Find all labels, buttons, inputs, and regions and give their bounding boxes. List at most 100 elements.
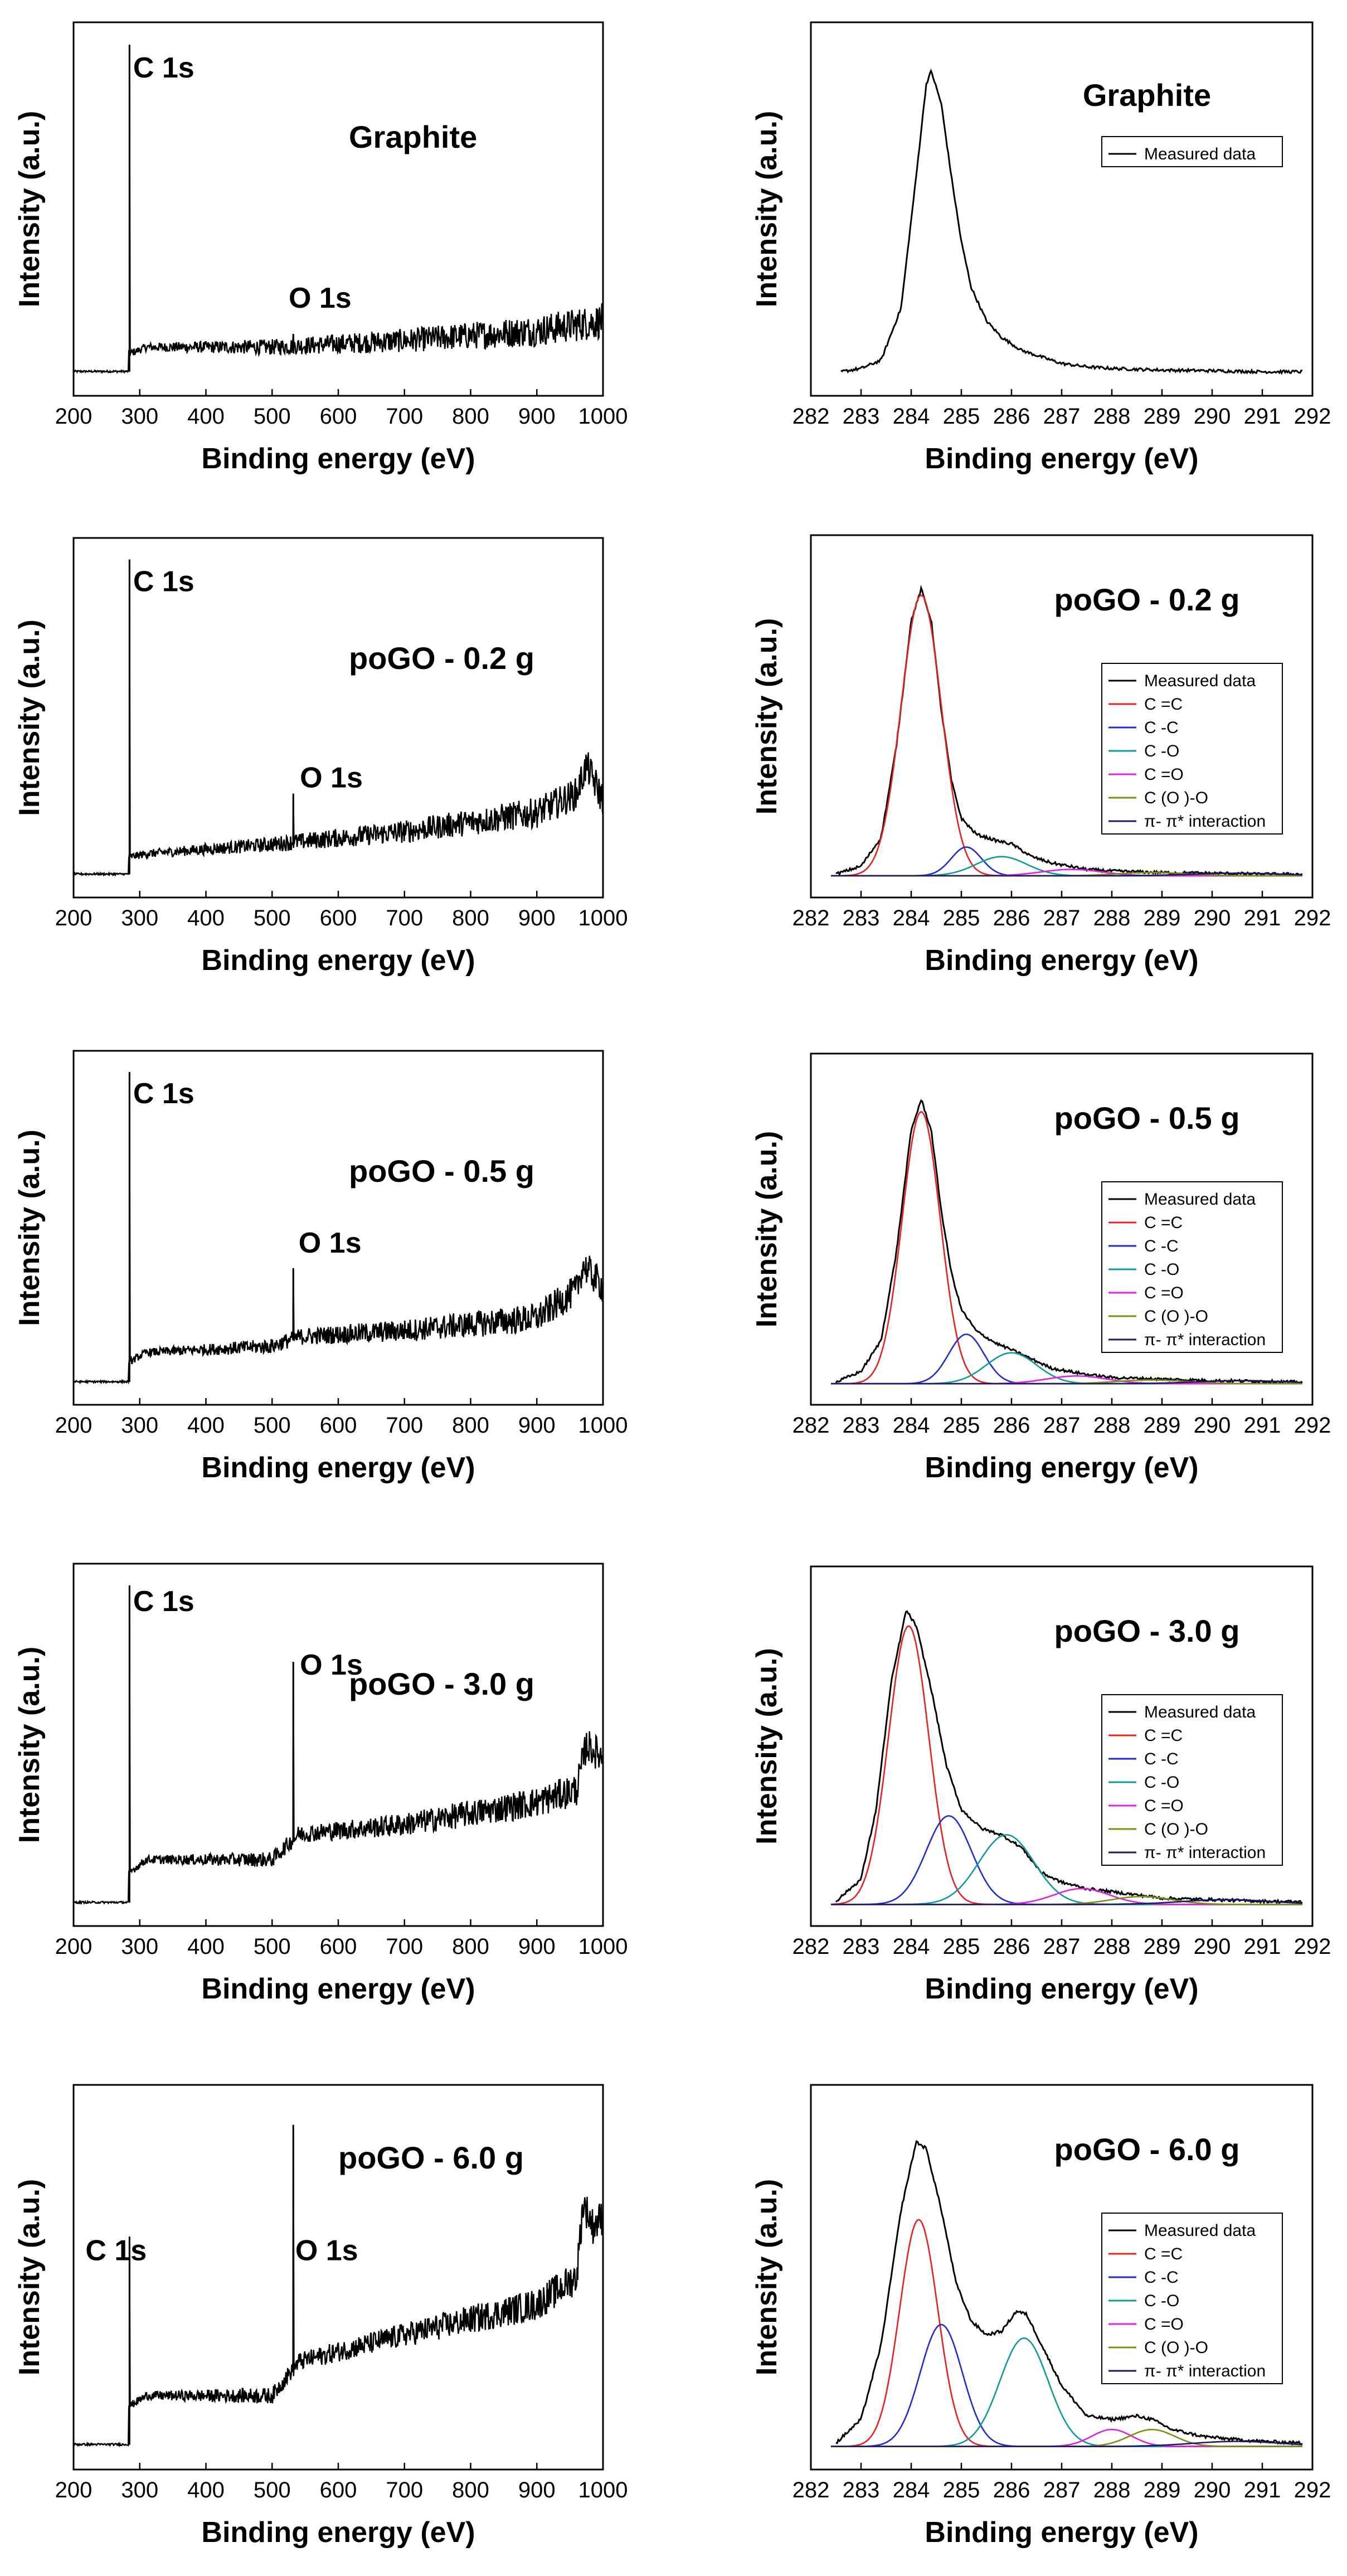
x-tick-label: 284	[893, 1413, 930, 1438]
legend-box	[1101, 2213, 1283, 2384]
legend-label: C =O	[1144, 1797, 1184, 1815]
x-tick-label: 283	[843, 1413, 880, 1438]
c1s-label: C 1s	[133, 565, 194, 598]
series-line-7	[831, 2441, 1303, 2447]
x-tick-label: 400	[187, 404, 225, 429]
x-tick-label: 600	[320, 906, 357, 930]
x-tick-label: 900	[518, 906, 556, 930]
y-axis-label: Intensity (a.u.)	[13, 619, 46, 816]
series-line-7	[831, 872, 1303, 877]
legend-label: Measured data	[1144, 1703, 1256, 1721]
x-tick-label: 200	[55, 1934, 93, 1959]
legend-label: π- π* interaction	[1144, 812, 1266, 831]
x-tick-label: 285	[943, 1413, 980, 1438]
x-tick-label: 400	[187, 2478, 225, 2502]
x-tick-label: 290	[1194, 1413, 1231, 1438]
legend-label: C (O )-O	[1144, 1307, 1208, 1326]
x-tick-label: 285	[943, 1934, 980, 1959]
legend-label: Measured data	[1144, 2221, 1256, 2240]
panel-title: poGO - 6.0 g	[338, 2140, 524, 2175]
legend-label: C =C	[1144, 1214, 1183, 1232]
x-tick-label: 200	[55, 404, 93, 429]
chart-panel-3: 200 300 400 500 600 700 800 900 1000 Binding ener…	[13, 537, 628, 977]
x-tick-label: 284	[893, 404, 930, 429]
x-tick-label: 800	[452, 404, 489, 429]
x-tick-label: 700	[386, 906, 423, 930]
x-tick-label: 282	[792, 1934, 830, 1959]
c1s-label: C 1s	[133, 1585, 194, 1618]
x-tick-label: 287	[1043, 1413, 1081, 1438]
x-tick-label: 286	[993, 906, 1030, 930]
chart-panel-9: 200 300 400 500 600 700 800 900 1000 Binding ener…	[13, 2084, 628, 2549]
legend-label: Measured data	[1144, 1190, 1256, 1209]
x-tick-label: 292	[1294, 1413, 1331, 1438]
x-axis-label: Binding energy (eV)	[201, 944, 475, 977]
x-tick-label: 289	[1144, 404, 1181, 429]
survey-spectrum-line	[73, 1072, 604, 1385]
panel-title: poGO - 0.2 g	[349, 641, 534, 676]
panel-title: poGO - 3.0 g	[1054, 1613, 1240, 1648]
c1s-label: C 1s	[133, 52, 194, 84]
x-tick-label: 292	[1294, 404, 1331, 429]
x-tick-label: 291	[1244, 906, 1281, 930]
o1s-label: O 1s	[300, 1649, 363, 1681]
panel-title: poGO - 0.5 g	[1054, 1100, 1240, 1136]
legend-box	[1101, 1181, 1283, 1353]
x-tick-label: 292	[1294, 1934, 1331, 1959]
x-tick-label: 282	[792, 1413, 830, 1438]
y-axis-label: Intensity (a.u.)	[13, 2179, 46, 2375]
plot-frame	[810, 21, 1314, 397]
x-tick-label: 900	[518, 1934, 556, 1959]
x-tick-label: 1000	[578, 906, 628, 930]
legend-label: C -C	[1144, 1750, 1179, 1768]
x-tick-label: 287	[1043, 906, 1081, 930]
chart-panel-8: 282 283 284 285 286 287 288 289 290 291 292 Binding…	[751, 1565, 1331, 2005]
series-line-1	[840, 68, 1303, 375]
x-tick-label: 700	[386, 1413, 423, 1438]
o1s-label: O 1s	[295, 2235, 358, 2267]
legend-label: π- π* interaction	[1144, 1331, 1266, 1349]
x-tick-label: 292	[1294, 2478, 1331, 2502]
chart-panel-2: 282 283 284 285 286 287 288 289 290 291 292 Binding…	[751, 21, 1331, 475]
x-axis-label: Binding energy (eV)	[925, 1452, 1198, 1484]
x-tick-label: 282	[792, 404, 830, 429]
x-axis-label: Binding energy (eV)	[201, 1973, 475, 2005]
x-tick-label: 700	[386, 404, 423, 429]
x-tick-label: 1000	[578, 2478, 628, 2502]
x-tick-label: 292	[1294, 906, 1331, 930]
legend-label: C -O	[1144, 1773, 1179, 1792]
x-tick-label: 1000	[578, 404, 628, 429]
x-tick-label: 290	[1194, 404, 1231, 429]
x-axis-label: Binding energy (eV)	[201, 1452, 475, 1484]
x-tick-label: 286	[993, 1413, 1030, 1438]
legend-label: π- π* interaction	[1144, 2362, 1266, 2380]
plot-frame	[72, 1563, 604, 1927]
survey-spectrum-line	[73, 2124, 604, 2448]
x-tick-label: 286	[993, 1934, 1030, 1959]
x-tick-label: 800	[452, 1934, 489, 1959]
x-tick-label: 700	[386, 2478, 423, 2502]
x-tick-label: 800	[452, 906, 489, 930]
panel-title: poGO - 3.0 g	[349, 1666, 534, 1701]
x-tick-label: 900	[518, 1413, 556, 1438]
x-axis-label: Binding energy (eV)	[201, 2516, 475, 2549]
x-tick-label: 285	[943, 906, 980, 930]
legend-box	[1101, 663, 1283, 835]
x-tick-label: 283	[843, 1934, 880, 1959]
x-tick-label: 1000	[578, 1413, 628, 1438]
x-tick-label: 288	[1093, 404, 1131, 429]
x-tick-label: 800	[452, 2478, 489, 2502]
o1s-label: O 1s	[289, 282, 352, 314]
x-tick-label: 300	[121, 906, 158, 930]
chart-panel-5: 200 300 400 500 600 700 800 900 1000 Binding ener…	[13, 1050, 628, 1484]
chart-panel-6: 282 283 284 285 286 287 288 289 290 291 292 Binding…	[751, 1052, 1331, 1484]
x-tick-label: 600	[320, 1934, 357, 1959]
x-tick-label: 283	[843, 404, 880, 429]
legend-label: C (O )-O	[1144, 1820, 1208, 1838]
x-tick-label: 300	[121, 1934, 158, 1959]
legend-label: Measured data	[1144, 145, 1256, 163]
x-tick-label: 288	[1093, 906, 1131, 930]
legend-label: C =C	[1144, 1726, 1183, 1745]
x-axis-label: Binding energy (eV)	[925, 2516, 1198, 2549]
y-axis-label: Intensity (a.u.)	[751, 2179, 783, 2375]
